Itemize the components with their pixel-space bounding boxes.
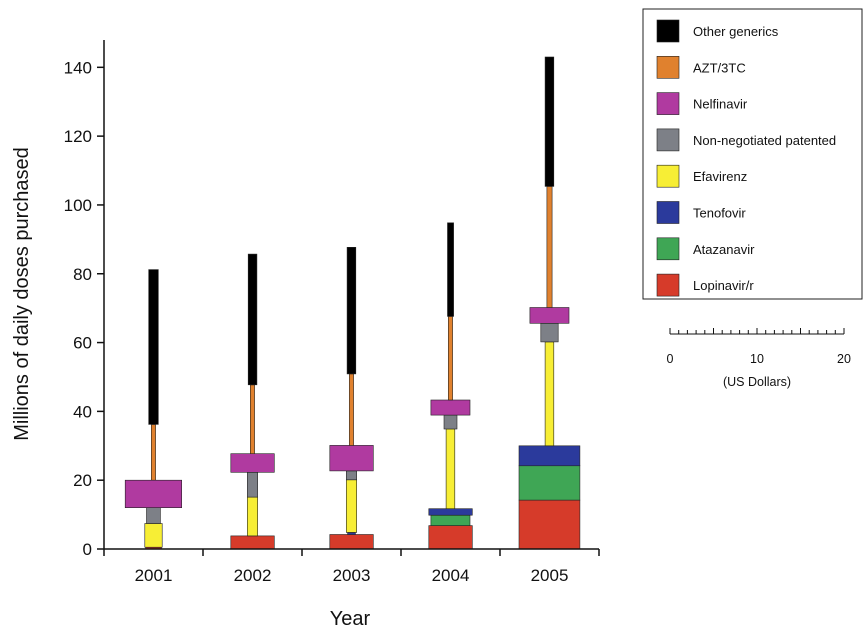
y-axis-title: Millions of daily doses purchased (11, 147, 33, 441)
bar-segment-lopinavir-r-2004 (428, 525, 473, 550)
bar-segment-efavirenz-2005 (544, 341, 555, 447)
bar-segment-nelfinavir-2002 (230, 453, 275, 473)
y-tick-label: 40 (73, 402, 92, 421)
bars (124, 56, 581, 550)
bar-segment-other-generics-2002 (247, 253, 258, 386)
scale-tick-label: 20 (837, 352, 851, 366)
bar-segment-atazanavir-2004 (430, 514, 471, 526)
y-tick-label: 80 (73, 265, 92, 284)
x-tick-label: 2005 (531, 566, 569, 585)
legend-swatch-atazanavir (656, 237, 680, 261)
scale-title: (US Dollars) (723, 375, 791, 389)
bar-segment-tenofovir-2005 (518, 445, 581, 467)
width-scale: 0 10 20 (US Dollars) (667, 328, 851, 389)
bar-segment-lopinavir-r-2005 (518, 499, 581, 550)
x-ticks: 2001 2002 2003 2004 2005 (103, 549, 600, 585)
bar-segment-non-negotiated-patented-2004 (443, 414, 458, 430)
bar-segment-azt-3tc-2005 (546, 186, 553, 308)
bar-segment-azt-3tc-2003 (348, 373, 354, 446)
bar-segment-lopinavir-r-2002 (230, 535, 275, 550)
bar-segment-nelfinavir-2005 (529, 307, 570, 324)
legend-label-non-negotiated-patented: Non-negotiated patented (693, 133, 836, 148)
legend-label-other-generics: Other generics (693, 24, 779, 39)
legend-label-lopinavir-r: Lopinavir/r (693, 278, 754, 293)
legend-label-efavirenz: Efavirenz (693, 169, 747, 184)
bar-segment-azt-3tc-2002 (250, 384, 255, 454)
legend-swatch-tenofovir (656, 201, 680, 224)
legend-swatch-nelfinavir (656, 92, 680, 115)
scale-tick-label: 10 (750, 352, 764, 366)
x-tick-label: 2001 (135, 566, 173, 585)
legend-box (642, 8, 863, 300)
x-tick-label: 2002 (234, 566, 272, 585)
bar-segment-efavirenz-2004 (445, 428, 456, 509)
bar-segment-other-generics-2003 (346, 247, 357, 375)
x-tick-label: 2003 (333, 566, 371, 585)
bar-segment-atazanavir-2005 (518, 465, 581, 501)
bar-segment-non-negotiated-patented-2002 (247, 471, 259, 498)
bar-segment-efavirenz-2003 (345, 479, 357, 533)
bar-segment-non-negotiated-patented-2005 (540, 322, 559, 343)
bar-segment-tenofovir-2004 (428, 508, 473, 516)
scale-tick-label: 0 (667, 352, 674, 366)
y-tick-label: 100 (64, 196, 92, 215)
y-tick-label: 0 (83, 540, 92, 559)
bar-segment-azt-3tc-2004 (447, 316, 453, 401)
legend-label-atazanavir: Atazanavir (693, 242, 755, 257)
y-tick-label: 120 (64, 127, 92, 146)
bar-segment-nelfinavir-2004 (430, 399, 471, 416)
bar-segment-nelfinavir-2001 (124, 479, 182, 509)
y-tick-label: 60 (73, 334, 92, 353)
axes (103, 40, 599, 550)
legend-swatch-other-generics (656, 19, 680, 43)
x-tick-label: 2004 (432, 566, 470, 585)
bar-segment-other-generics-2004 (447, 222, 454, 317)
x-axis-title: Year (330, 608, 371, 629)
bar-segment-non-negotiated-patented-2003 (345, 470, 357, 481)
bar-segment-other-generics-2001 (148, 269, 159, 425)
bar-segment-efavirenz-2001 (144, 523, 163, 548)
y-tick-label: 20 (73, 471, 92, 490)
bar-segment-efavirenz-2002 (247, 496, 259, 537)
bar-segment-azt-3tc-2001 (151, 424, 156, 481)
bar-segment-lopinavir-r-2003 (329, 534, 374, 550)
bar-segment-nelfinavir-2003 (329, 445, 374, 472)
bar-segment-tenofovir-2003 (347, 532, 356, 535)
bar-segment-non-negotiated-patented-2001 (146, 507, 161, 524)
legend-swatch-azt-3tc (656, 55, 680, 79)
legend-swatch-non-negotiated-patented (656, 128, 680, 152)
legend-label-nelfinavir: Nelfinavir (693, 97, 748, 112)
y-ticks: 0 20 40 60 80 100 120 140 (64, 58, 104, 559)
legend-label-tenofovir: Tenofovir (693, 206, 746, 221)
legend: Other generics AZT/3TC Nelfinavir Non-negot… (642, 8, 863, 300)
y-tick-label: 140 (64, 58, 92, 77)
legend-label-azt-3tc: AZT/3TC (693, 60, 746, 75)
legend-swatch-lopinavir-r (656, 273, 680, 297)
bar-segment-other-generics-2005 (544, 56, 555, 187)
legend-swatch-efavirenz (656, 164, 680, 188)
